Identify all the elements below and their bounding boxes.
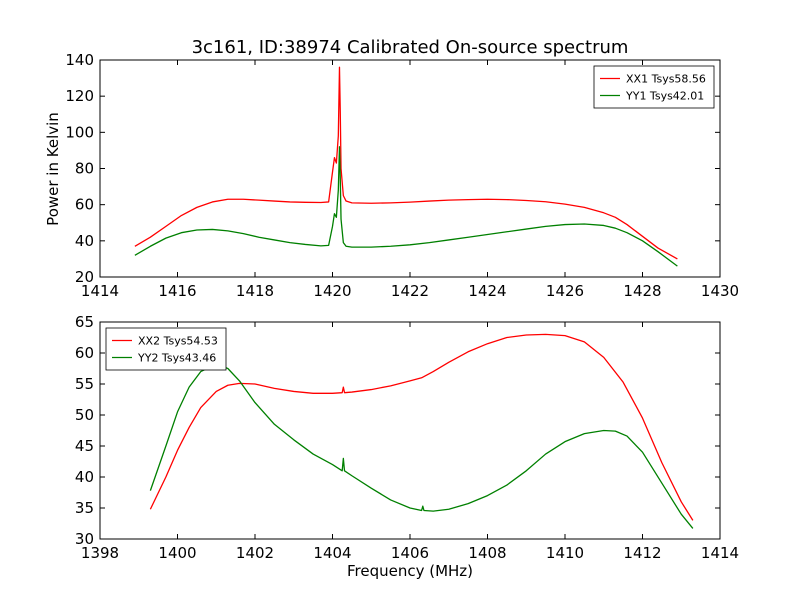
chart1-legend-label: XX1 Tsys58.56 [626,73,706,86]
chart2-y-tick-label: 65 [75,313,94,331]
chart2-x-tick-label: 1400 [158,544,196,562]
chart1-x-tick-label: 1428 [623,282,661,300]
chart2-y-tick-label: 55 [75,375,94,393]
chart2-y-tick-label: 45 [75,437,94,455]
chart1-y-tick-label: 20 [75,268,94,286]
chart2-x-tick-label: 1406 [391,544,429,562]
chart1-y-tick-label: 100 [65,123,94,141]
chart1-y-tick-label: 140 [65,51,94,69]
chart2-legend: XX2 Tsys54.53 YY2 Tsys43.46 [105,327,227,371]
chart1-x-tick-label: 1418 [236,282,274,300]
chart2-y-tick-label: 40 [75,468,94,486]
chart-title: 3c161, ID:38974 Calibrated On-source spe… [192,37,629,58]
chart1-x-tick-label: 1430 [701,282,739,300]
chart1-x-tick-label: 1424 [468,282,506,300]
chart1-x-tick-label: 1422 [391,282,429,300]
chart2-x-tick-label: 1404 [313,544,351,562]
chart2-legend-label: YY2 Tsys43.46 [137,352,216,365]
chart1-series-2-line [134,146,678,267]
chart2-legend-label: XX2 Tsys54.53 [138,335,218,348]
chart2-x-tick-label: 1410 [546,544,584,562]
chart2-x-tick-label: 1398 [81,544,119,562]
chart2-x-tick-label: 1408 [468,544,506,562]
chart2-series-2-line [149,363,694,529]
chart1-legend-label: YY1 Tsys42.01 [625,90,704,103]
chart2-x-tick-label: 1412 [623,544,661,562]
chart1-x-tick-label: 1426 [546,282,584,300]
chart2-series-1-line [149,333,694,521]
chart1-y-tick-label: 40 [75,232,94,250]
chart1-legend-box [593,65,715,109]
chart2-x-tick-label: 1414 [701,544,739,562]
chart1-x-tick-label: 1420 [313,282,351,300]
chart1-x-tick-label: 1414 [81,282,119,300]
chart1-y-tick-label: 60 [75,196,94,214]
x-axis-label: Frequency (MHz) [347,562,473,580]
chart1-x-tick-label: 1416 [158,282,196,300]
chart2-y-tick-label: 60 [75,344,94,362]
chart1-y-tick-label: 120 [65,87,94,105]
chart1-y-tick-label: 80 [75,160,94,178]
chart2-x-tick-label: 1402 [236,544,274,562]
chart2-legend-box [105,327,227,371]
chart2-y-tick-label: 35 [75,499,94,517]
chart2-y-tick-label: 30 [75,530,94,548]
chart2-y-tick-label: 50 [75,406,94,424]
bottom-plot-panel: 1398 1400 1402 1404 1406 1408 1410 1412 1414 30 35… [75,313,739,562]
y-axis-label: Power in Kelvin [44,112,62,226]
chart1-series-1-line [134,66,678,260]
top-plot-panel: 1414 1416 1418 1420 1422 1424 1426 1428 1430 20 40… [65,51,739,300]
chart1-legend: XX1 Tsys58.56 YY1 Tsys42.01 [593,65,715,109]
